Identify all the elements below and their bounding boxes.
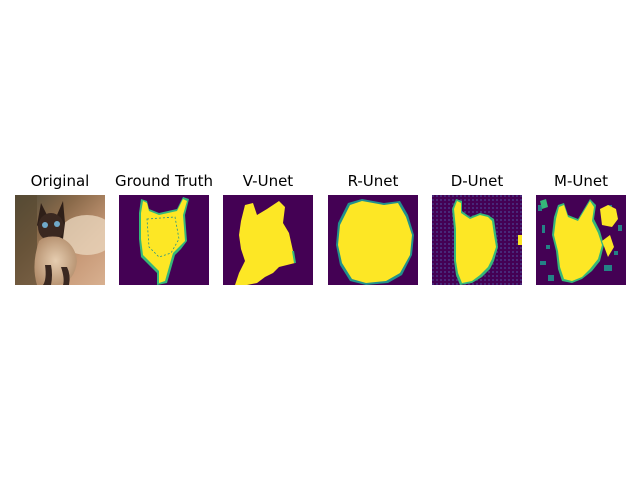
m-unet-mask [536, 195, 626, 285]
original-cat-image [15, 195, 105, 285]
panel-title: M-Unet [506, 172, 640, 190]
d-unet-mask [432, 195, 522, 285]
ground-truth-mask [119, 195, 209, 285]
v-unet-mask [223, 195, 313, 285]
r-unet-mask [328, 195, 418, 285]
